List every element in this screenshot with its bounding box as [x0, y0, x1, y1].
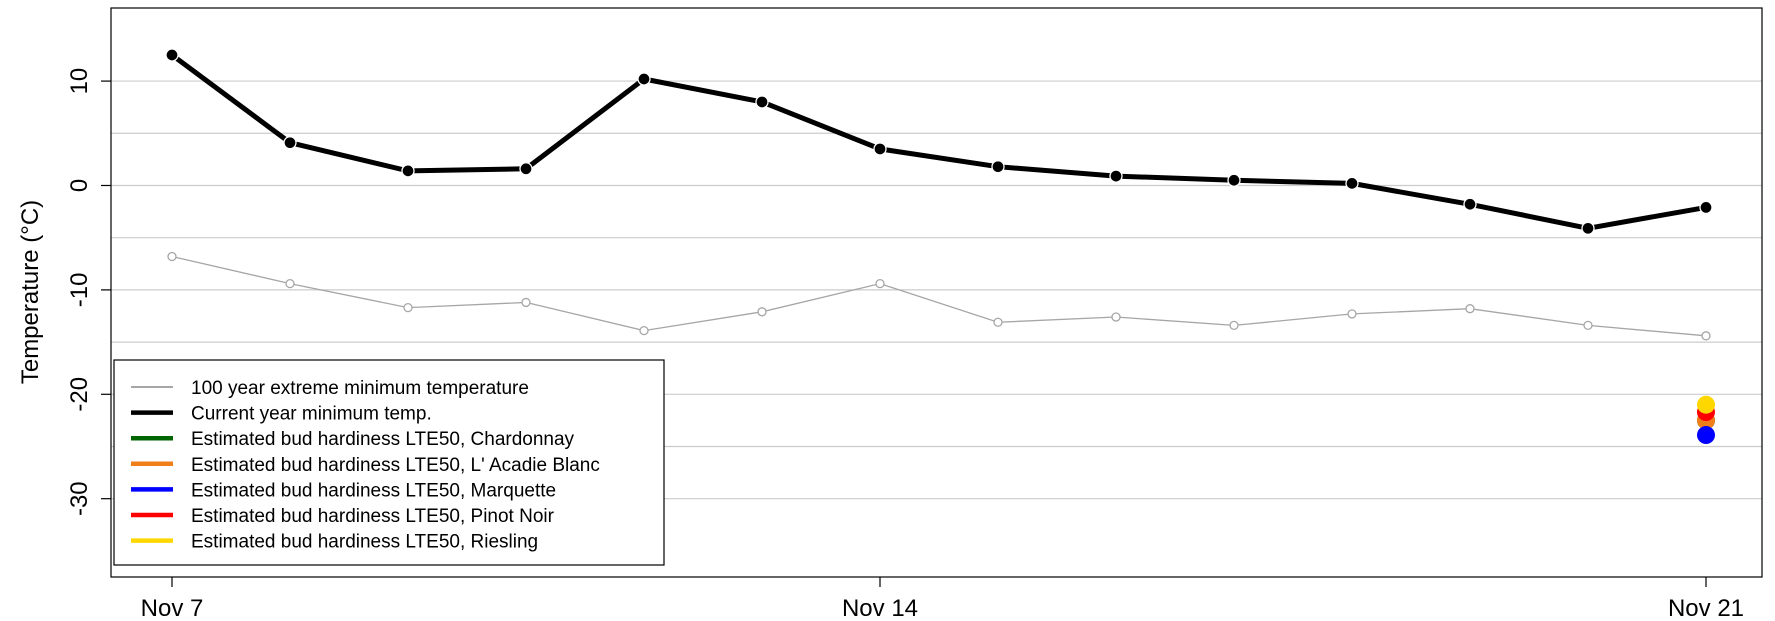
legend-label: Current year minimum temp.	[191, 404, 432, 425]
y-tick-label: -30	[66, 481, 93, 516]
series-line-extreme-minimum	[171, 255, 1707, 337]
hardiness-point-2	[1697, 426, 1715, 445]
data-point-extreme-minimum	[875, 278, 885, 289]
series-extreme-minimum	[167, 251, 1711, 341]
data-point-current-year	[165, 48, 179, 62]
data-point-extreme-minimum	[167, 251, 177, 262]
y-tick-label: -20	[66, 377, 93, 412]
data-point-extreme-minimum	[1229, 320, 1239, 331]
data-point-extreme-minimum	[757, 307, 767, 317]
plot-frame	[110, 7, 1763, 578]
data-point-current-year	[1109, 169, 1123, 183]
x-tick-label: Nov 7	[141, 595, 204, 621]
data-point-current-year	[873, 142, 887, 156]
data-point-extreme-minimum	[1465, 304, 1475, 314]
data-point-current-year	[1699, 200, 1713, 215]
legend-label: Estimated bud hardiness LTE50, Pinot Noi…	[191, 506, 555, 527]
legend-label: Estimated bud hardiness LTE50, Chardonna…	[191, 429, 575, 450]
data-point-extreme-minimum	[1701, 331, 1711, 341]
series-line-current-year	[170, 52, 1707, 231]
y-tick-label: -10	[66, 273, 93, 308]
data-point-extreme-minimum	[403, 302, 413, 313]
y-tick-label: 0	[66, 179, 93, 192]
series-layer	[165, 48, 1713, 341]
legend: 100 year extreme minimum temperature Curr…	[113, 359, 665, 566]
data-point-current-year	[283, 136, 297, 150]
data-point-current-year	[519, 162, 533, 176]
data-point-current-year	[1463, 197, 1477, 211]
data-point-extreme-minimum	[285, 278, 295, 289]
data-point-extreme-minimum	[521, 297, 531, 308]
data-point-current-year	[1581, 221, 1595, 235]
data-point-extreme-minimum	[1111, 312, 1121, 322]
x-tick-label: Nov 14	[842, 595, 918, 621]
legend-label: Estimated bud hardiness LTE50, Marquette	[191, 480, 556, 501]
data-point-current-year	[991, 160, 1005, 174]
series-current-year-minimum	[165, 48, 1713, 235]
data-point-extreme-minimum	[993, 317, 1003, 327]
legend-box	[113, 359, 665, 566]
x-tick-label: Nov 21	[1668, 595, 1744, 621]
data-point-current-year	[401, 164, 415, 178]
data-point-current-year	[1345, 176, 1359, 191]
axes-layer: 10 0 -10 -20 -30 Nov 7 Nov 14 Nov 21	[66, 68, 1744, 621]
points-layer	[1697, 395, 1715, 445]
hardiness-point-4	[1697, 395, 1715, 414]
legend-label: Estimated bud hardiness LTE50, L' Acadie…	[191, 455, 600, 476]
legend-label: Estimated bud hardiness LTE50, Riesling	[191, 532, 538, 553]
y-tick-label: 10	[66, 68, 93, 95]
data-point-current-year	[637, 72, 651, 86]
data-point-extreme-minimum	[1583, 320, 1593, 331]
data-point-current-year	[1227, 173, 1241, 187]
data-point-extreme-minimum	[1347, 309, 1357, 319]
y-axis-title: Temperature (°C)	[17, 200, 44, 384]
legend-label: 100 year extreme minimum temperature	[191, 378, 529, 399]
data-point-extreme-minimum	[639, 325, 649, 336]
data-point-current-year	[755, 95, 769, 109]
